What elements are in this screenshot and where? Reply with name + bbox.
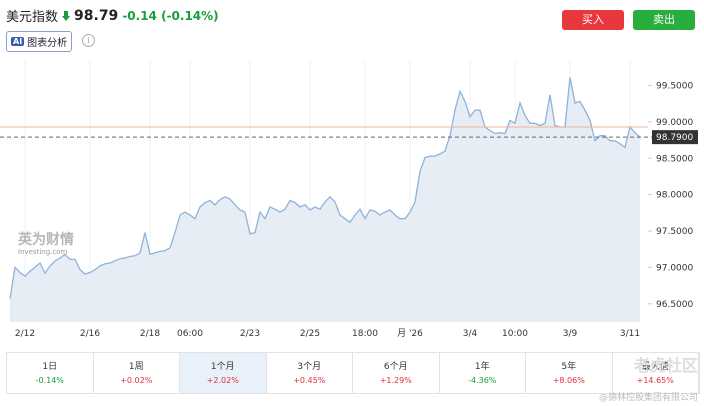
period-change: +2.02% (206, 376, 239, 385)
x-tick-label: 18:00 (352, 329, 378, 339)
buy-button[interactable]: 买入 (562, 10, 624, 30)
price: 98.79 (74, 7, 119, 24)
period-label: 3个月 (297, 362, 322, 372)
period-label: 1个月 (210, 362, 235, 372)
sell-button[interactable]: 卖出 (633, 10, 695, 30)
instrument-name: 美元指数 (6, 10, 59, 25)
period-change: -0.14% (35, 376, 64, 385)
x-tick-label: 10:00 (502, 329, 528, 339)
period-label: 6个月 (383, 362, 408, 372)
period-change: +1.29% (379, 376, 412, 385)
period-tab[interactable]: 1年 -4.36% (440, 353, 526, 393)
x-tick-label: 2/18 (140, 329, 160, 339)
period-change: +14.65% (636, 376, 674, 385)
change: -0.14 (-0.14%) (122, 8, 219, 23)
x-tick-label: 2/12 (15, 329, 35, 339)
x-tick-label: 2/23 (240, 329, 260, 339)
period-label: 1年 (474, 362, 490, 372)
y-tick-label: 98.0000 (656, 191, 693, 201)
period-label: 最大值 (641, 362, 669, 372)
period-label: 1日 (42, 362, 58, 372)
chart: 2/12 2/16 2/18 06:00 2/23 2/25 18:00 月 '26 3/4 10… (0, 60, 698, 339)
period-tabs: 1日 -0.14% 1周 +0.02% 1个月 +2.02% 3个月 +0.45% 6个月 +1.… (6, 352, 700, 394)
period-label: 1周 (128, 362, 144, 372)
period-change: +8.06% (552, 376, 585, 385)
period-tab[interactable]: 1日 -0.14% (7, 353, 94, 393)
period-change: +0.45% (293, 376, 326, 385)
y-tick-label: 98.5000 (656, 154, 693, 164)
watermark: 英为财情 (17, 231, 74, 248)
area (10, 77, 640, 322)
y-tick-label: 97.0000 (656, 263, 693, 273)
x-tick-label: 2/16 (80, 329, 100, 339)
period-tab[interactable]: 1周 +0.02% (94, 353, 180, 393)
source-watermark: @德林控股集团有限公司 (598, 393, 698, 403)
ai-badge: AI (11, 37, 25, 46)
x-tick-label: 2/25 (300, 329, 320, 339)
period-tab[interactable]: 5年 +8.06% (526, 353, 613, 393)
y-tick-label: 99.5000 (656, 81, 693, 91)
period-label: 5年 (561, 362, 577, 372)
x-tick-label: 06:00 (177, 329, 203, 339)
x-tick-label: 3/4 (463, 329, 478, 339)
y-tick-label: 97.5000 (656, 227, 693, 237)
down-arrow (62, 10, 71, 21)
watermark-sub: Investing.com (18, 248, 68, 256)
x-tick-label: 3/9 (563, 329, 578, 339)
community-watermark: 老虎社区 (633, 356, 698, 375)
period-tab[interactable]: 1个月 +2.02% (180, 353, 267, 393)
y-tick-label: 99.0000 (656, 118, 693, 128)
y-tick-label: 96.5000 (656, 300, 693, 310)
last-price-label: 98.7900 (656, 133, 693, 143)
last-price-box (652, 130, 698, 145)
info-icon[interactable]: i (82, 34, 95, 47)
period-change: -4.36% (468, 376, 497, 385)
price-line (9, 77, 641, 299)
header: 美元指数 98.79 -0.14 (-0.14%) (6, 6, 219, 26)
period-tab[interactable]: 最大值 +14.65% (613, 353, 699, 393)
x-tick-label: 月 '26 (397, 328, 423, 339)
period-change: +0.02% (120, 376, 153, 385)
ai-label: 图表分析 (27, 38, 68, 49)
period-tab[interactable]: 6个月 +1.29% (353, 353, 440, 393)
period-tab[interactable]: 3个月 +0.45% (267, 353, 353, 393)
x-tick-label: 3/11 (620, 329, 640, 339)
ai-button[interactable]: AI 图表分析 (6, 31, 73, 52)
